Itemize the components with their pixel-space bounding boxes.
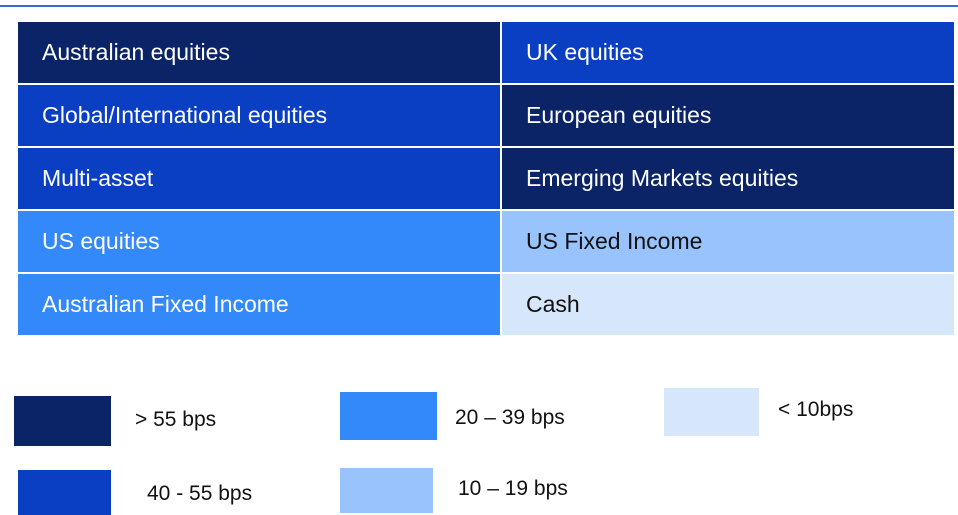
table-cell: US Fixed Income [502,211,954,272]
legend-swatch [14,396,111,446]
legend-label: 10 – 19 bps [458,477,568,500]
table-cell: US equities [18,211,500,272]
legend-label: > 55 bps [135,408,217,431]
table-cell: UK equities [502,22,954,83]
table-cell: Multi-asset [18,148,500,209]
legend-label: 40 - 55 bps [147,482,253,505]
table-cell: Australian Fixed Income [18,274,500,335]
table-cell: European equities [502,85,954,146]
legend-label: 20 – 39 bps [455,406,565,429]
category-table: Australian equities UK equities Global/Int… [18,22,954,338]
legend-swatch [340,468,433,513]
legend-swatch [664,388,759,436]
table-cell: Emerging Markets equities [502,148,954,209]
table-cell: Cash [502,274,954,335]
legend-label: < 10bps [778,398,854,421]
top-rule [0,5,958,7]
table-cell: Global/International equities [18,85,500,146]
legend-swatch [18,470,111,515]
legend-swatch [340,392,437,440]
table-cell: Australian equities [18,22,500,83]
